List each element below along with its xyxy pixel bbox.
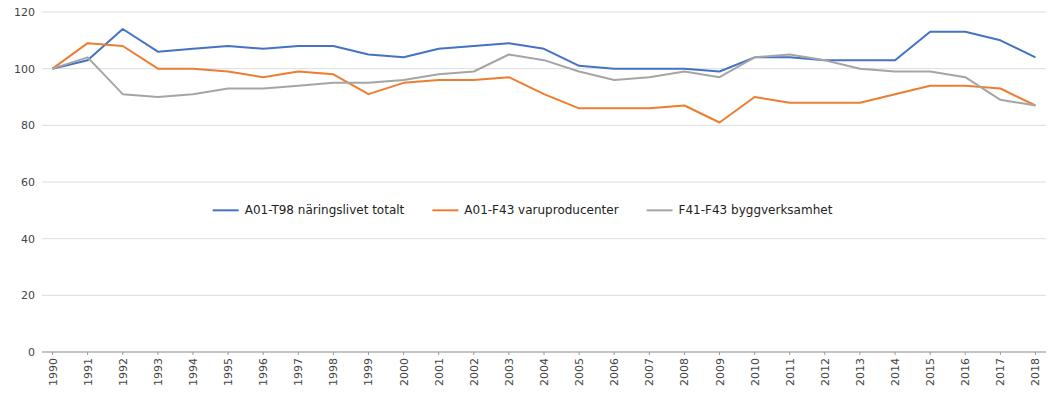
x-tick-label: 1997: [292, 358, 305, 386]
x-tick: [544, 352, 545, 355]
x-tick: [508, 352, 509, 355]
x-tick-label: 2011: [784, 358, 797, 386]
x-tick-label: 1999: [362, 358, 375, 386]
grid-line: [42, 238, 1046, 239]
x-tick-label: 2003: [503, 358, 516, 386]
x-tick-label: 2009: [714, 358, 727, 386]
x-tick-label: 2007: [643, 358, 656, 386]
x-tick-label: 2012: [819, 358, 832, 386]
x-tick: [684, 352, 685, 355]
y-tick-label: 60: [21, 176, 35, 189]
x-tick-label: 2014: [889, 358, 902, 386]
plot-area: [53, 29, 1036, 123]
grid-line: [42, 182, 1046, 183]
x-tick-label: 1993: [152, 358, 165, 386]
x-tick: [192, 352, 193, 355]
x-tick: [368, 352, 369, 355]
x-tick-label: 1996: [257, 358, 270, 386]
x-tick: [719, 352, 720, 355]
x-tick-label: 2006: [608, 358, 621, 386]
x-tick-label: 1994: [187, 358, 200, 386]
x-tick: [228, 352, 229, 355]
grid-line: [42, 125, 1046, 126]
x-tick-label: 2017: [994, 358, 1007, 386]
legend-swatch: [213, 209, 239, 211]
x-tick-label: 1995: [222, 358, 235, 386]
x-tick-label: 2004: [538, 358, 551, 386]
series-line: [53, 55, 1036, 106]
x-tick: [52, 352, 53, 355]
x-tick-label: 2013: [854, 358, 867, 386]
x-tick: [403, 352, 404, 355]
series-line: [53, 43, 1036, 122]
x-tick: [895, 352, 896, 355]
x-tick-label: 1990: [47, 358, 60, 386]
x-tick: [649, 352, 650, 355]
x-tick: [579, 352, 580, 355]
x-tick-label: 2002: [468, 358, 481, 386]
x-tick: [473, 352, 474, 355]
x-tick: [87, 352, 88, 355]
y-axis: 0 20 40 60 80 100 120: [14, 6, 35, 359]
legend-label: F41-F43 byggverksamhet: [679, 203, 833, 217]
x-tick-label: 2008: [678, 358, 691, 386]
grid-line: [42, 12, 1046, 13]
x-tick: [859, 352, 860, 355]
legend-swatch: [647, 209, 673, 211]
y-tick-label: 40: [21, 233, 35, 246]
x-tick: [333, 352, 334, 355]
x-tick-label: 2005: [573, 358, 586, 386]
x-tick: [122, 352, 123, 355]
x-tick: [1000, 352, 1001, 355]
x-tick-label: 1998: [327, 358, 340, 386]
x-tick-label: 2001: [433, 358, 446, 386]
x-tick: [789, 352, 790, 355]
y-tick-label: 100: [14, 63, 35, 76]
legend-label: A01-F43 varuproducenter: [464, 203, 618, 217]
legend: A01-T98 näringslivet totalt A01-F43 varup…: [213, 203, 833, 217]
x-tick: [298, 352, 299, 355]
x-tick-label: 2000: [398, 358, 411, 386]
x-axis: 1990 1991 1992 1993 1994 1995 1996 1997 1998 1999…: [47, 352, 1043, 386]
chart: 0204060801001201990199119921993199419951…: [0, 0, 1062, 398]
x-tick: [930, 352, 931, 355]
x-tick: [614, 352, 615, 355]
y-tick-label: 0: [28, 346, 35, 359]
x-tick-label: 2010: [749, 358, 762, 386]
y-tick-label: 80: [21, 119, 35, 132]
x-tick-label: 2015: [924, 358, 937, 386]
x-tick: [438, 352, 439, 355]
legend-swatch: [432, 209, 458, 211]
x-tick: [754, 352, 755, 355]
legend-label: A01-T98 näringslivet totalt: [245, 203, 405, 217]
x-tick: [824, 352, 825, 355]
y-tick-label: 120: [14, 6, 35, 19]
x-tick: [263, 352, 264, 355]
x-tick-label: 1992: [117, 358, 130, 386]
x-tick: [157, 352, 158, 355]
x-tick-label: 1991: [82, 358, 95, 386]
grid: [42, 12, 1046, 352]
x-tick-label: 2018: [1029, 358, 1042, 386]
x-tick: [1035, 352, 1036, 355]
grid-line: [42, 295, 1046, 296]
series-line: [53, 29, 1036, 72]
y-tick-label: 20: [21, 289, 35, 302]
x-tick: [965, 352, 966, 355]
x-tick-label: 2016: [959, 358, 972, 386]
